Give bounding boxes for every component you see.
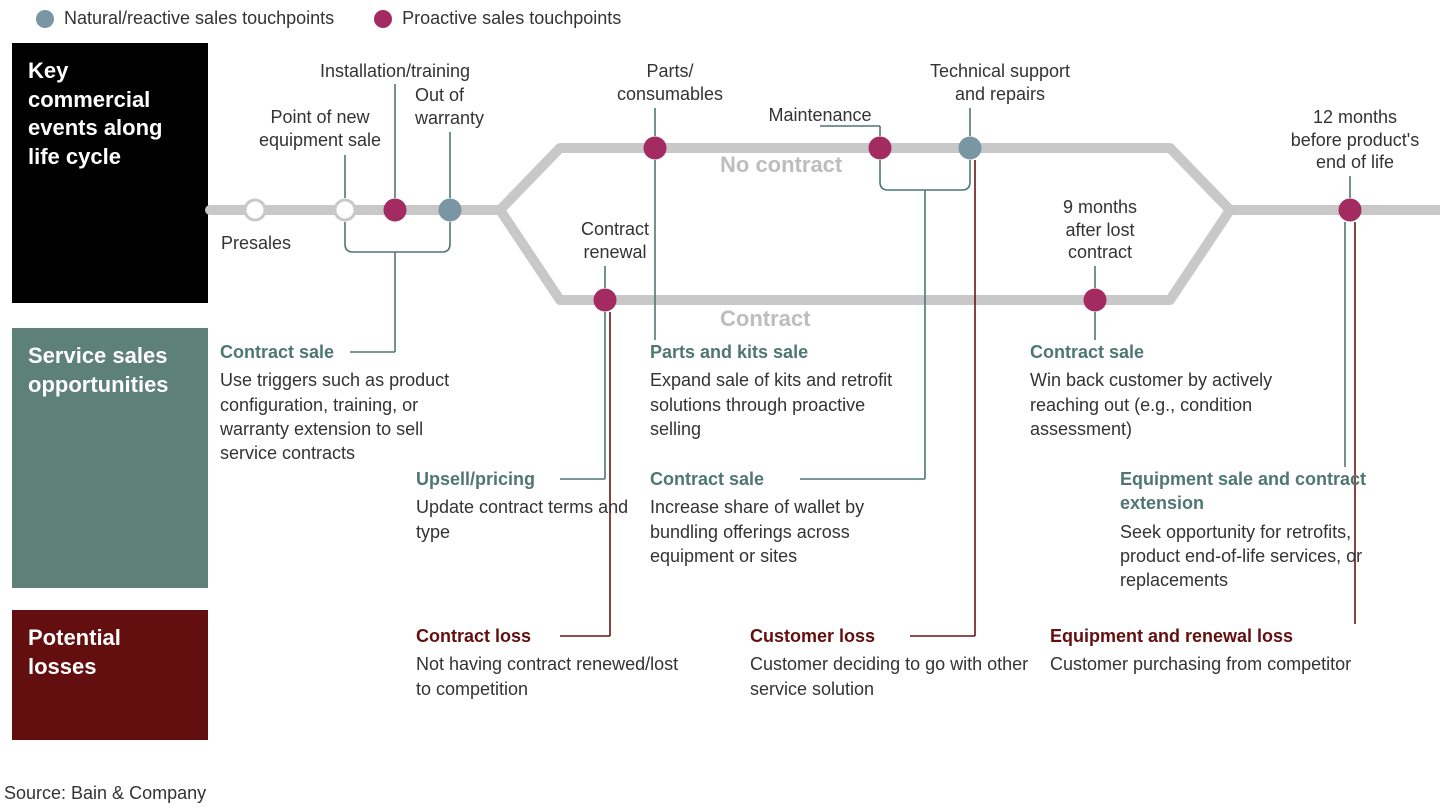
opportunity-body: Update contract terms and type (416, 495, 636, 544)
opportunity-title: Equipment sale and contract extension (1120, 467, 1410, 516)
opportunity-title: Contract sale (1030, 340, 1280, 364)
loss-contract-loss: Contract loss Not having contract renewed… (416, 624, 696, 701)
loss-title: Contract loss (416, 624, 696, 648)
loss-body: Not having contract renewed/lost to comp… (416, 652, 696, 701)
event-label-eol: 12 months before product's end of life (1265, 106, 1440, 174)
branch-label-contract: Contract (720, 306, 810, 332)
opportunity-title: Parts and kits sale (650, 340, 910, 364)
opportunity-upsell: Upsell/pricing Update contract terms and … (416, 467, 636, 544)
opportunity-parts-kits: Parts and kits sale Expand sale of kits a… (650, 340, 910, 441)
opportunity-body: Seek opportunity for retrofits, product … (1120, 520, 1410, 593)
event-label-ninemo: 9 months after lost contract (1030, 196, 1170, 264)
source-line: Source: Bain & Company (4, 783, 206, 804)
loss-equip-loss: Equipment and renewal loss Customer purch… (1050, 624, 1420, 677)
opportunity-contract-sale-2: Contract sale Increase share of wallet by… (650, 467, 920, 568)
event-label-parts: Parts/ consumables (590, 60, 750, 105)
opportunity-body: Win back customer by actively reaching o… (1030, 368, 1280, 441)
event-label-tech: Technical support and repairs (890, 60, 1110, 105)
opportunity-eol-ext: Equipment sale and contract extensionSee… (1120, 467, 1410, 592)
opportunity-contract-sale-1: Contract sale Use triggers such as produc… (220, 340, 470, 465)
diagram-canvas: Natural/reactive sales touchpoints Proac… (0, 0, 1440, 810)
opportunity-body: Increase share of wallet by bundling off… (650, 495, 920, 568)
opportunity-contract-sale-3: Contract sale Win back customer by active… (1030, 340, 1280, 441)
event-label-maint: Maintenance (750, 104, 890, 127)
opportunity-body: Expand sale of kits and retrofit solutio… (650, 368, 910, 441)
event-label-warranty: Out of warranty (415, 84, 535, 129)
loss-title: Equipment and renewal loss (1050, 624, 1420, 648)
loss-body: Customer deciding to go with other servi… (750, 652, 1030, 701)
opportunity-title: Upsell/pricing (416, 467, 636, 491)
event-label-install: Installation/training (285, 60, 505, 83)
opportunity-title: Contract sale (650, 467, 920, 491)
branch-label-nocontract: No contract (720, 152, 842, 178)
loss-title: Customer loss (750, 624, 1030, 648)
opportunity-title: Contract sale (220, 340, 470, 364)
event-label-pointsale: Point of new equipment sale (220, 106, 420, 151)
event-label-presales: Presales (221, 232, 341, 255)
loss-customer-loss: Customer loss Customer deciding to go wit… (750, 624, 1030, 701)
opportunity-body: Use triggers such as product configurati… (220, 368, 470, 465)
loss-body: Customer purchasing from competitor (1050, 652, 1420, 676)
event-label-renewal: Contract renewal (555, 218, 675, 263)
